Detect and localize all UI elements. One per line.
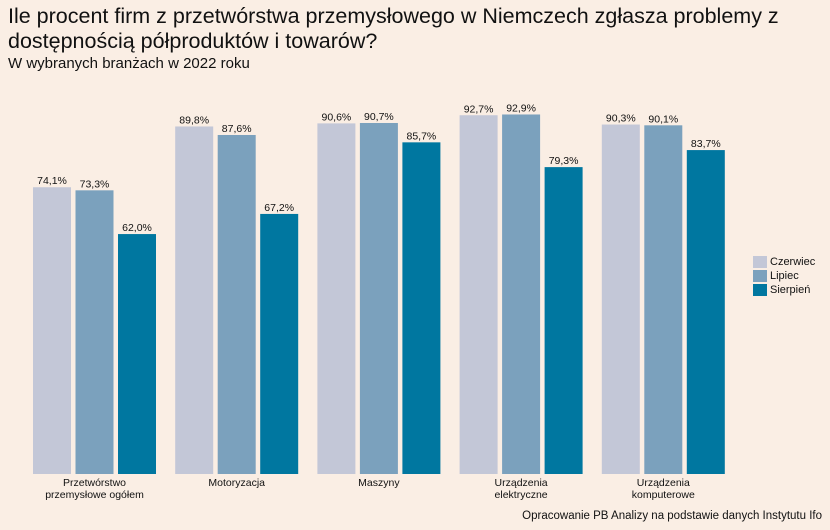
legend-item: Sierpień — [753, 283, 815, 297]
bar-sierpień-3 — [544, 167, 583, 474]
data-label: 83,7% — [691, 138, 721, 150]
bar-sierpień-4 — [686, 150, 725, 474]
chart-title: Ile procent firm z przetwórstwa przemysł… — [8, 4, 779, 53]
category-label: Urządzenia — [495, 477, 548, 489]
category-label: elektryczne — [495, 489, 548, 501]
data-label: 92,7% — [464, 103, 494, 115]
data-label: 73,3% — [80, 178, 110, 190]
category-label: Urządzenia — [637, 477, 690, 489]
legend-label: Lipiec — [770, 270, 799, 282]
bar-czerwiec-4 — [601, 124, 640, 474]
bar-czerwiec-2 — [317, 123, 356, 475]
legend-label: Sierpień — [770, 284, 811, 296]
data-label: 89,8% — [179, 114, 209, 126]
data-label: 90,7% — [364, 111, 394, 123]
bar-czerwiec-0 — [33, 187, 71, 474]
bar-sierpień-2 — [402, 142, 441, 474]
legend-item: Lipiec — [753, 269, 815, 283]
category-label: komputerowe — [632, 489, 695, 501]
chart-legend: Czerwiec Lipiec Sierpień — [753, 255, 815, 297]
chart-subtitle: W wybranych branżach w 2022 roku — [8, 55, 250, 72]
legend-swatch — [753, 284, 767, 296]
bar-czerwiec-1 — [175, 126, 214, 474]
category-label: przemysłowe ogółem — [45, 489, 144, 501]
data-label: 67,2% — [264, 202, 294, 214]
data-label: 79,3% — [549, 155, 579, 167]
category-label: Przetwórstwo — [63, 477, 126, 489]
category-label: Motoryzacja — [208, 477, 265, 489]
category-label: Maszyny — [358, 477, 400, 489]
source-note: Opracowanie PB Analizy na podstawie dany… — [522, 510, 822, 522]
data-label: 90,3% — [606, 113, 636, 125]
legend-swatch — [753, 256, 767, 268]
data-label: 90,1% — [648, 113, 678, 125]
data-label: 85,7% — [407, 130, 437, 142]
data-label: 87,6% — [222, 123, 252, 135]
bar-lipiec-2 — [359, 122, 398, 474]
data-label: 62,0% — [122, 222, 152, 234]
legend-swatch — [753, 270, 767, 282]
legend-item: Czerwiec — [753, 255, 815, 269]
data-label: 90,6% — [322, 111, 352, 123]
bar-sierpień-0 — [118, 234, 156, 474]
data-label: 92,9% — [506, 102, 536, 114]
bar-czerwiec-3 — [459, 115, 498, 474]
bar-lipiec-4 — [644, 125, 683, 475]
data-label: 74,1% — [37, 175, 67, 187]
bar-sierpień-1 — [260, 213, 299, 474]
bar-lipiec-1 — [217, 134, 256, 474]
bar-lipiec-0 — [75, 190, 114, 475]
bar-lipiec-3 — [502, 114, 541, 475]
legend-label: Czerwiec — [770, 256, 816, 268]
